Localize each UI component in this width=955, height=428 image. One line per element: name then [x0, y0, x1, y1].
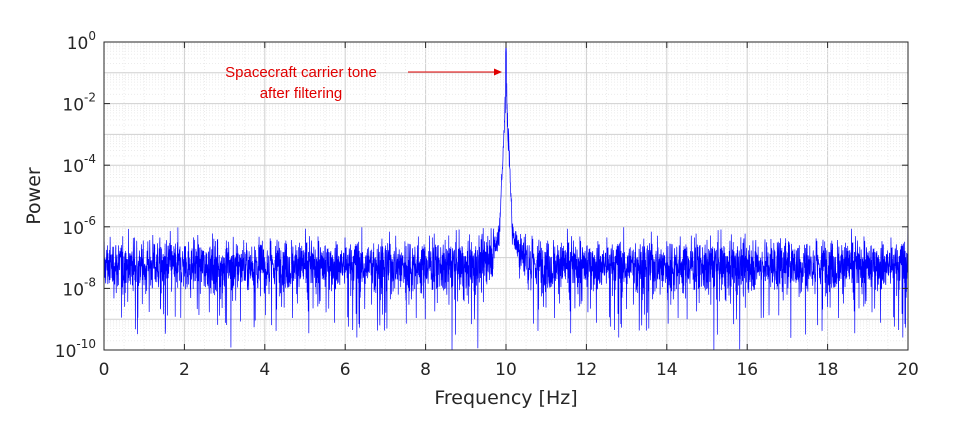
x-tick-label: 8: [420, 360, 431, 380]
x-axis: 0 2 4 6 8 10 12 14 16 18 20: [99, 42, 919, 380]
x-axis-label: Frequency [Hz]: [434, 387, 577, 409]
annotation-text-line-2: after filtering: [260, 85, 343, 102]
y-axis-label: Power: [23, 167, 45, 225]
x-tick-label: 4: [259, 360, 270, 380]
x-tick-label: 16: [736, 360, 758, 380]
x-tick-label: 2: [179, 360, 190, 380]
y-tick-label: 10-2: [62, 91, 96, 116]
x-tick-label: 0: [99, 360, 110, 380]
x-tick-label: 12: [576, 360, 598, 380]
annotation-text-line-1: Spacecraft carrier tone: [225, 64, 377, 81]
x-tick-label: 18: [817, 360, 839, 380]
x-tick-label: 20: [897, 360, 919, 380]
x-tick-label: 14: [656, 360, 678, 380]
y-tick-label: 10-4: [62, 152, 96, 177]
x-tick-label: 10: [495, 360, 517, 380]
y-tick-label: 10-10: [55, 337, 96, 362]
y-tick-label: 100: [67, 29, 96, 54]
grid-lines: [103, 42, 909, 351]
x-tick-label: 6: [340, 360, 351, 380]
y-tick-label: 10-6: [62, 214, 96, 239]
carrier-tone-annotation: Spacecraft carrier tone after filtering: [225, 64, 502, 102]
y-axis: 100 10-2 10-4 10-6 10-8 10-10: [55, 29, 908, 362]
y-tick-label: 10-8: [62, 275, 96, 300]
annotation-arrowhead: [494, 68, 502, 76]
